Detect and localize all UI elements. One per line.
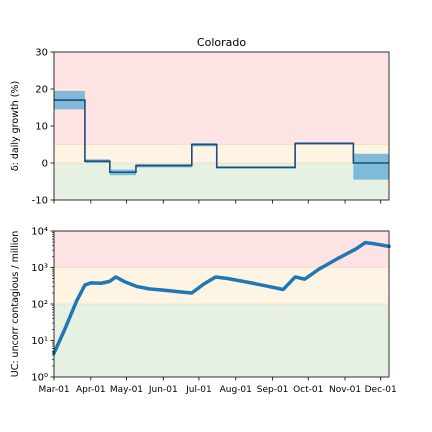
x-tick-label: Mar-01 — [38, 385, 69, 395]
x-tick-label: Oct-01 — [293, 385, 323, 395]
x-tick-label: May-01 — [110, 385, 143, 395]
band-low — [54, 304, 389, 377]
contagious-line — [52, 240, 391, 355]
x-tick-label: Apr-01 — [76, 385, 106, 395]
x-tick-label: Jun-01 — [148, 385, 178, 395]
y-tick-label: 10⁴ — [31, 227, 48, 238]
x-tick-label: Sep-01 — [257, 385, 289, 395]
band-high — [54, 231, 389, 268]
y-tick-label: 0 — [42, 159, 48, 170]
contagious-panel: 10⁰ 10¹ 10² 10³ 10⁴ Mar-01 Apr-01 May-01 Jun-01 J… — [10, 227, 397, 396]
x-tick-label: Jul-01 — [185, 385, 212, 395]
confidence-band — [353, 153, 389, 180]
y-tick-label: 10³ — [31, 263, 48, 274]
y-axis-label: UC: uncorr contagious / million — [10, 231, 21, 378]
y-axis-label: δ: daily growth (%) — [10, 81, 21, 171]
y-tick-label: 10⁰ — [31, 373, 48, 384]
y-tick-label: 30 — [35, 48, 48, 59]
x-tick-label: Nov-01 — [329, 385, 361, 395]
chart-title: Colorado — [197, 36, 246, 49]
band-high — [54, 52, 389, 145]
band-mid — [54, 144, 389, 163]
y-tick-label: 10² — [31, 300, 48, 311]
y-tick-label: 20 — [35, 85, 48, 96]
growth-rate-panel: -10 0 10 20 30 δ: daily growth (%) Colorado — [10, 36, 390, 207]
y-tick-label: 10¹ — [31, 336, 48, 347]
x-tick-label: Aug-01 — [220, 385, 252, 395]
y-tick-label: -10 — [32, 196, 48, 207]
band-mid — [54, 267, 389, 304]
x-tick-label: Dec-01 — [365, 385, 397, 395]
y-tick-label: 10 — [35, 122, 48, 133]
growth-step-line — [54, 99, 389, 174]
